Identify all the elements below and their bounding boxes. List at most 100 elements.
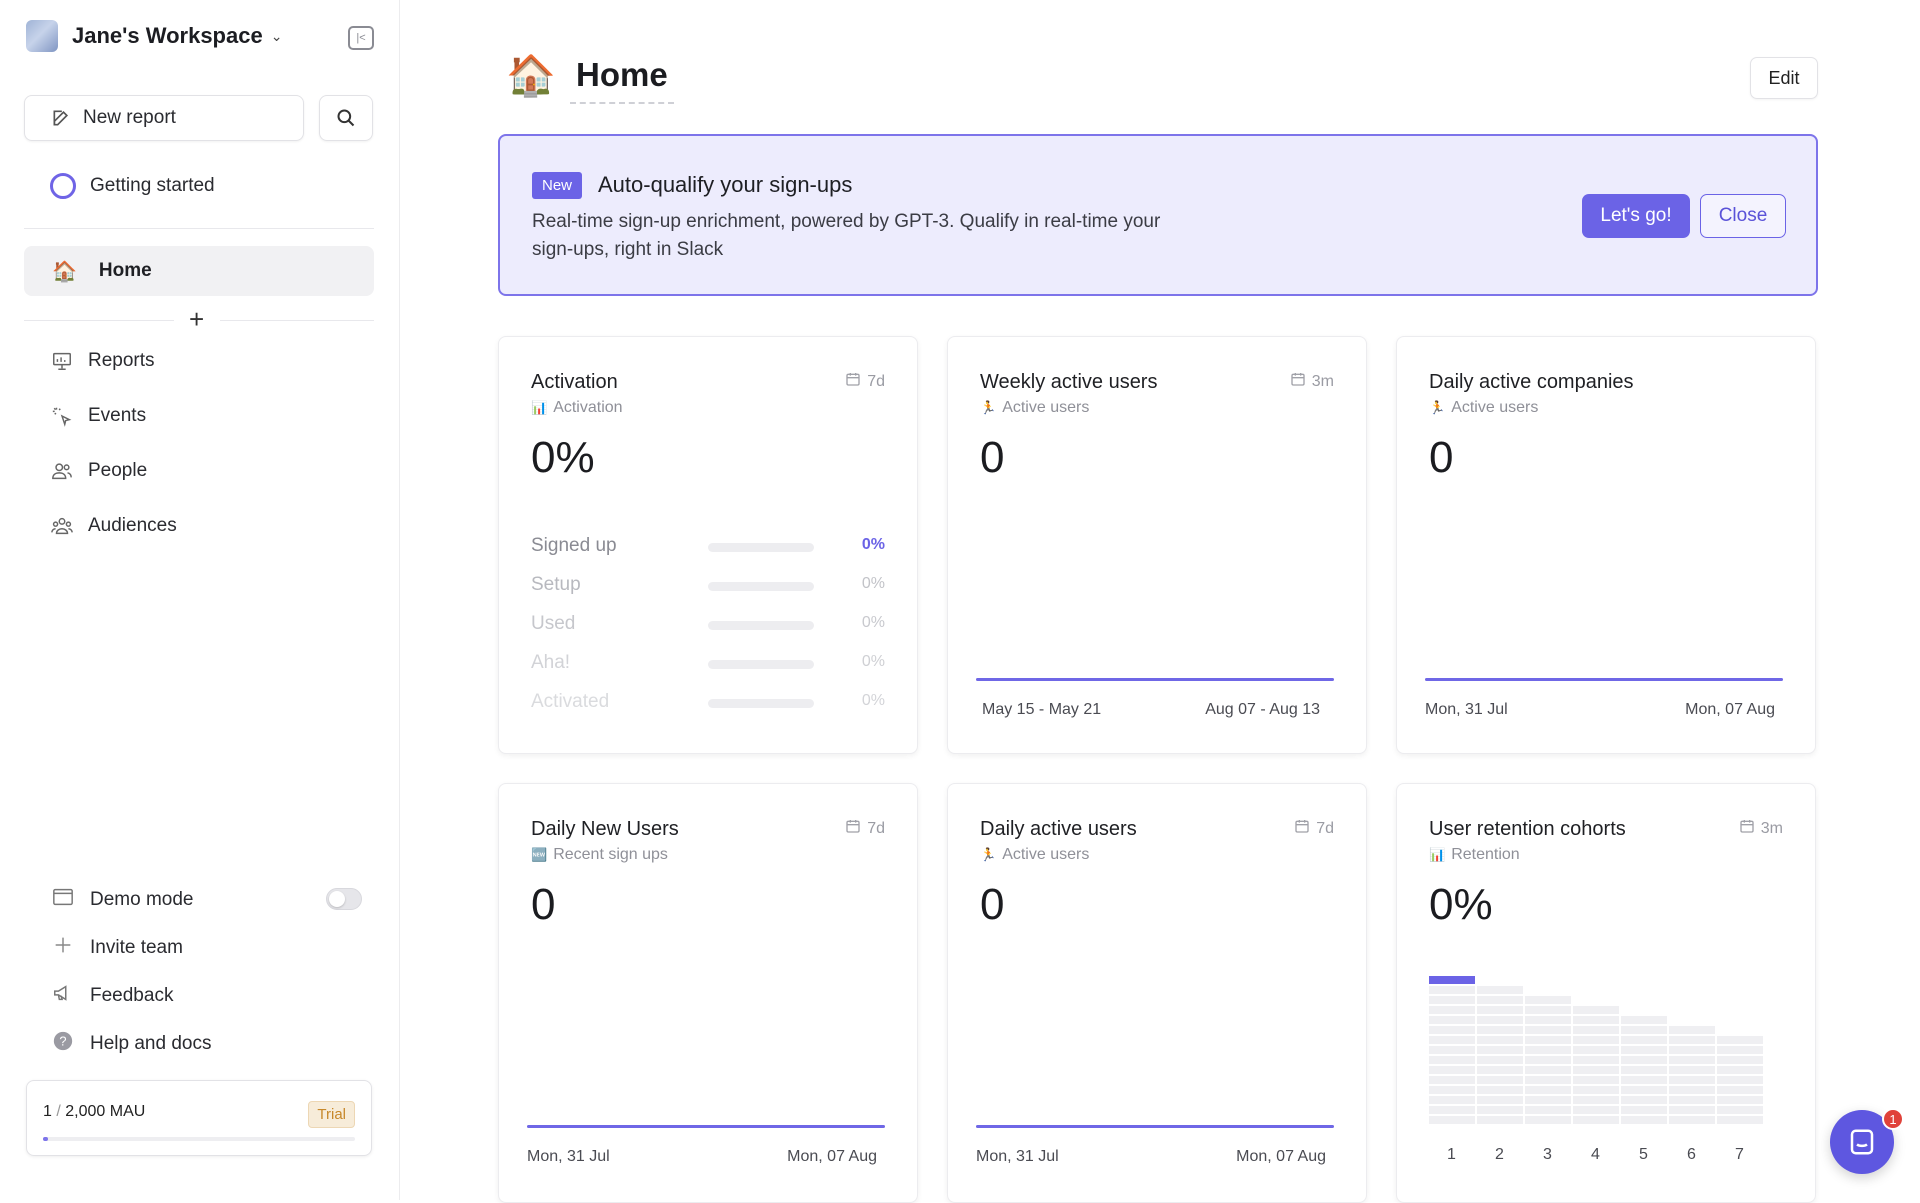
mau-separator: / xyxy=(56,1103,61,1120)
daily-new-users-card[interactable]: Daily New Users 7d 🆕 Recent sign ups 0 M… xyxy=(498,783,918,1203)
card-range[interactable]: 7d xyxy=(1294,818,1334,839)
sidebar-item-reports[interactable]: Reports xyxy=(50,349,155,373)
retention-x-label: 3 xyxy=(1543,1146,1552,1163)
retention-cell xyxy=(1573,1086,1619,1096)
window-icon xyxy=(52,886,74,914)
running-icon: 🏃 xyxy=(1429,400,1446,415)
calendar-icon xyxy=(1294,818,1310,839)
card-subtitle: 📊 Retention xyxy=(1429,846,1520,864)
retention-x-label: 1 xyxy=(1447,1146,1456,1163)
weekly-active-users-card[interactable]: Weekly active users 3m 🏃 Active users 0 … xyxy=(947,336,1367,754)
card-subtitle-label: Retention xyxy=(1451,846,1520,863)
svg-text:?: ? xyxy=(59,1034,66,1049)
sidebar-item-label: Home xyxy=(98,260,152,281)
retention-cell xyxy=(1525,1076,1571,1086)
banner-title: Auto-qualify your sign-ups xyxy=(598,172,853,197)
calendar-icon xyxy=(845,818,861,839)
retention-cell xyxy=(1573,1076,1619,1086)
retention-cell xyxy=(1477,1026,1523,1036)
workspace-switcher[interactable]: Jane's Workspace ⌄ xyxy=(26,20,282,52)
retention-cell xyxy=(1717,1046,1763,1056)
megaphone-icon xyxy=(52,982,74,1010)
retention-heatmap xyxy=(1429,976,1765,1126)
retention-column xyxy=(1429,976,1475,1126)
invite-team-item[interactable]: Invite team xyxy=(52,934,183,962)
retention-cell xyxy=(1669,1046,1715,1056)
card-value: 0 xyxy=(1429,433,1454,482)
funnel-row: Used 0% xyxy=(531,613,885,635)
retention-cell xyxy=(1525,1116,1571,1126)
daily-active-users-card[interactable]: Daily active users 7d 🏃 Active users 0 M… xyxy=(947,783,1367,1203)
card-range[interactable]: 7d xyxy=(845,371,885,392)
card-range[interactable]: 3m xyxy=(1739,818,1783,839)
retention-cell xyxy=(1717,1096,1763,1106)
sidebar-item-label: Events xyxy=(88,405,147,426)
sidebar-item-events[interactable]: Events xyxy=(50,404,146,428)
lets-go-button[interactable]: Let's go! xyxy=(1582,194,1690,238)
calendar-icon xyxy=(845,371,861,392)
retention-cell xyxy=(1621,1046,1667,1056)
retention-cell xyxy=(1525,1056,1571,1066)
retention-cell xyxy=(1477,1116,1523,1126)
card-subtitle: 🏃 Active users xyxy=(1429,399,1538,417)
funnel-row: Aha! 0% xyxy=(531,652,885,674)
card-value: 0% xyxy=(531,433,595,482)
retention-cell xyxy=(1573,1036,1619,1046)
page-emoji-icon[interactable]: 🏠 xyxy=(506,54,556,98)
sidebar-item-home[interactable]: 🏠 Home xyxy=(24,246,374,296)
retention-cell xyxy=(1429,996,1475,1006)
retention-cell xyxy=(1621,1106,1667,1116)
retention-cell xyxy=(1717,1036,1763,1046)
demo-mode-item[interactable]: Demo mode xyxy=(52,886,194,914)
retention-cell xyxy=(1573,1016,1619,1026)
retention-cell xyxy=(1477,1036,1523,1046)
funnel-pct: 0% xyxy=(861,653,885,670)
mau-usage-card[interactable]: 1 / 2,000 MAU Trial xyxy=(26,1080,372,1156)
retention-cell xyxy=(1717,1116,1763,1126)
card-value: 0% xyxy=(1429,880,1493,929)
close-banner-button[interactable]: Close xyxy=(1700,194,1786,238)
retention-cell xyxy=(1525,1066,1571,1076)
sidebar-item-audiences[interactable]: Audiences xyxy=(50,514,177,538)
divider xyxy=(220,320,374,321)
page-title[interactable]: Home xyxy=(570,56,674,104)
feedback-item[interactable]: Feedback xyxy=(52,982,173,1010)
demo-mode-toggle[interactable] xyxy=(326,888,362,910)
card-range[interactable]: 7d xyxy=(845,818,885,839)
sidebar-item-people[interactable]: People xyxy=(50,459,147,483)
help-docs-item[interactable]: ? Help and docs xyxy=(52,1030,211,1058)
chevron-down-icon: ⌄ xyxy=(270,27,283,44)
daily-active-companies-card[interactable]: Daily active companies 🏃 Active users 0 … xyxy=(1396,336,1816,754)
card-range-label: 7d xyxy=(867,372,885,390)
new-report-label: New report xyxy=(83,107,176,128)
retention-cell xyxy=(1429,1046,1475,1056)
plus-icon xyxy=(52,934,74,962)
retention-cell xyxy=(1477,1016,1523,1026)
reports-icon xyxy=(50,349,74,373)
card-subtitle-label: Active users xyxy=(1451,399,1539,416)
retention-cell xyxy=(1525,996,1571,1006)
card-subtitle-label: Activation xyxy=(553,399,623,416)
activation-card[interactable]: Activation 7d 📊 Activation 0% Signed up … xyxy=(498,336,918,754)
line-chart-series xyxy=(1425,678,1783,681)
mau-progress-bar xyxy=(43,1137,355,1141)
user-retention-card[interactable]: User retention cohorts 3m 📊 Retention 0%… xyxy=(1396,783,1816,1203)
getting-started-item[interactable]: Getting started xyxy=(50,173,215,199)
card-subtitle-label: Recent sign ups xyxy=(553,846,668,863)
card-range-label: 3m xyxy=(1311,372,1334,390)
promo-banner: New Auto-qualify your sign-ups Real-time… xyxy=(498,134,1818,296)
add-page-icon[interactable]: + xyxy=(189,304,205,334)
running-icon: 🏃 xyxy=(980,400,997,415)
search-button[interactable] xyxy=(319,95,373,141)
edit-button[interactable]: Edit xyxy=(1750,57,1818,99)
retention-cell xyxy=(1573,1006,1619,1016)
new-report-button[interactable]: New report xyxy=(24,95,304,141)
card-range[interactable]: 3m xyxy=(1290,371,1334,392)
calendar-icon xyxy=(1290,371,1306,392)
retention-cell xyxy=(1669,1086,1715,1096)
retention-cell xyxy=(1621,1086,1667,1096)
running-icon: 🏃 xyxy=(980,847,997,862)
funnel-pct: 0% xyxy=(861,575,885,592)
collapse-sidebar-icon[interactable]: |< xyxy=(348,26,374,50)
funnel-row: Signed up 0% xyxy=(531,535,885,557)
